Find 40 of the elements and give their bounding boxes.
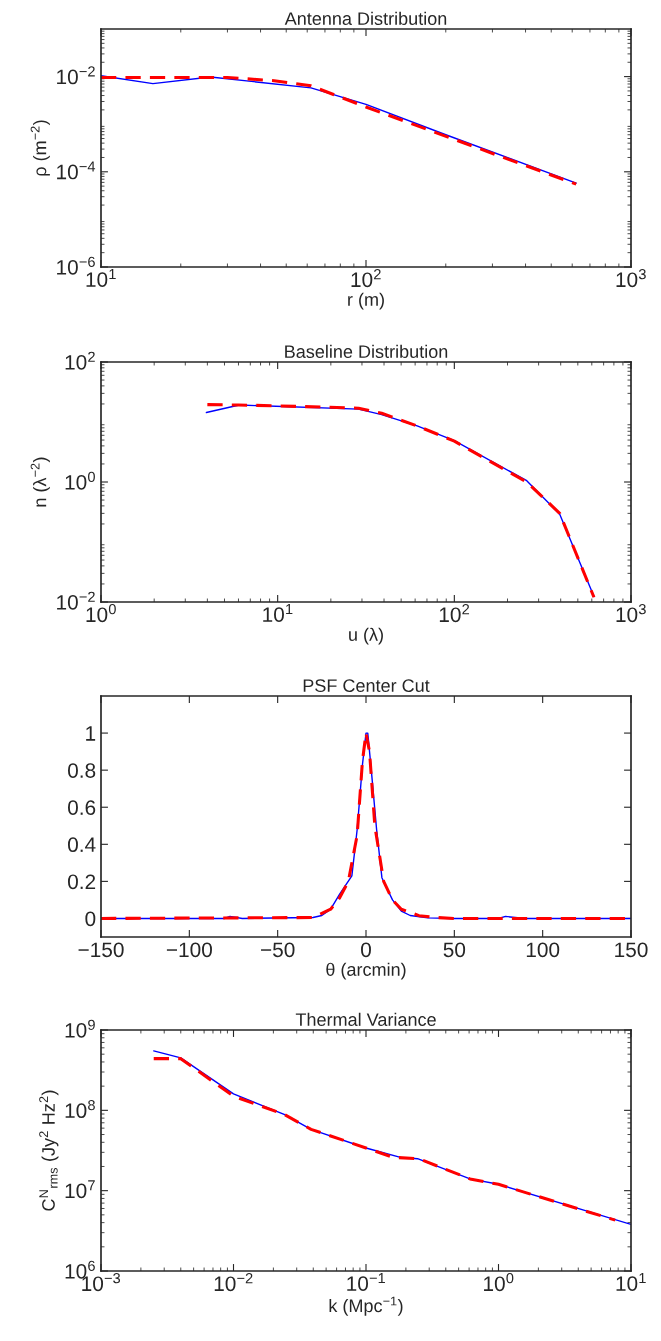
x-axis-title: θ (arcmin) [326, 962, 406, 980]
x-axis-title: u (λ) [349, 627, 383, 645]
x-tick-label: 10$^{−2}$ [214, 1273, 253, 1292]
y-tick-label: 0 [85, 911, 96, 927]
y-axis-title: ρ (m$^{−2}$) [30, 120, 50, 176]
x-tick-label: 0 [361, 942, 371, 958]
x-tick-label: 50 [443, 942, 466, 958]
x-tick-label: 10$^{2}$ [439, 604, 470, 623]
chart-title: PSF Center Cut [303, 679, 430, 693]
chart-title: Antenna Distribution [284, 11, 447, 26]
x-tick-label: 100 [526, 942, 560, 958]
chart-title: Thermal Variance [295, 1012, 436, 1027]
y-tick-label: 0.6 [67, 800, 96, 815]
x-tick-label: 10$^{2}$ [351, 269, 381, 288]
x-tick-label: −50 [261, 942, 295, 958]
x-tick-label: 10$^{3}$ [616, 604, 646, 623]
y-tick-label: 10$^{0}$ [65, 471, 95, 490]
x-tick-label: −100 [166, 942, 212, 958]
y-tick-label: 1 [86, 726, 96, 741]
y-axis-title: C$^{N}$$_{rms}$ (Jy$^{2}$ Hz$^{2}$) [39, 1090, 59, 1211]
y-tick-label: 0.8 [67, 763, 96, 778]
x-axis-title: k (Mpc$^{−1}$) [329, 1296, 403, 1316]
x-tick-label: 10$^{3}$ [616, 269, 646, 288]
y-tick-label: 10$^{−4}$ [57, 161, 96, 180]
x-axis-title: r (m) [348, 292, 384, 310]
y-tick-label: 10$^{−2}$ [57, 66, 95, 85]
y-tick-label: 10$^{2}$ [65, 351, 95, 370]
x-tick-label: 150 [615, 942, 648, 958]
x-tick-label: 10$^{1}$ [616, 1273, 646, 1291]
y-tick-label: 0.4 [67, 837, 96, 853]
y-tick-label: 0.2 [67, 874, 96, 890]
x-tick-label: 10$^{0}$ [484, 1273, 514, 1292]
y-axis-title: n (λ$^{−2}$) [30, 457, 50, 507]
x-tick-label: −150 [78, 942, 124, 958]
x-tick-label: 10$^{1}$ [263, 604, 293, 622]
chart-title: Baseline Distribution [285, 344, 448, 359]
x-tick-label: 10$^{−1}$ [347, 1273, 385, 1291]
y-tick-label: 10$^{7}$ [65, 1180, 95, 1199]
y-tick-label: 10$^{9}$ [65, 1019, 95, 1038]
y-tick-label: 10$^{8}$ [65, 1099, 95, 1119]
